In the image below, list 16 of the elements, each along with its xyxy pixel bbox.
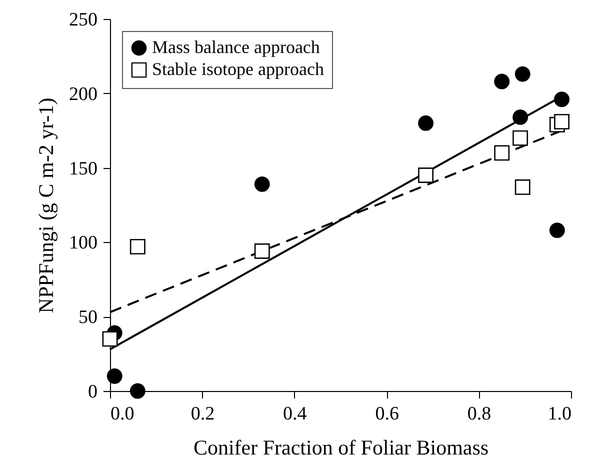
x-axis-title: Conifer Fraction of Foliar Biomass bbox=[193, 436, 489, 460]
x-tick-label: 0.0 bbox=[110, 404, 134, 424]
x-tick-label: 0.4 bbox=[283, 404, 308, 424]
y-tick-label: 0 bbox=[88, 382, 98, 402]
x-tick-label: 1.0 bbox=[548, 404, 572, 424]
x-tick-label: 0.2 bbox=[190, 404, 215, 424]
y-axis-title: NPPFungi (g C m-2 yr-1) bbox=[34, 98, 58, 314]
legend-label: Mass balance approach bbox=[152, 37, 320, 57]
y-tick-label: 50 bbox=[78, 307, 98, 328]
y-tick-label: 100 bbox=[69, 232, 98, 254]
x-tick-label: 0.8 bbox=[467, 404, 492, 424]
y-tick-label: 200 bbox=[69, 84, 98, 105]
y-tick-label: 250 bbox=[69, 10, 98, 30]
legend-label: Stable isotope approach bbox=[152, 59, 324, 79]
x-tick-label: 0.6 bbox=[375, 404, 399, 424]
y-tick-label: 150 bbox=[69, 158, 98, 180]
